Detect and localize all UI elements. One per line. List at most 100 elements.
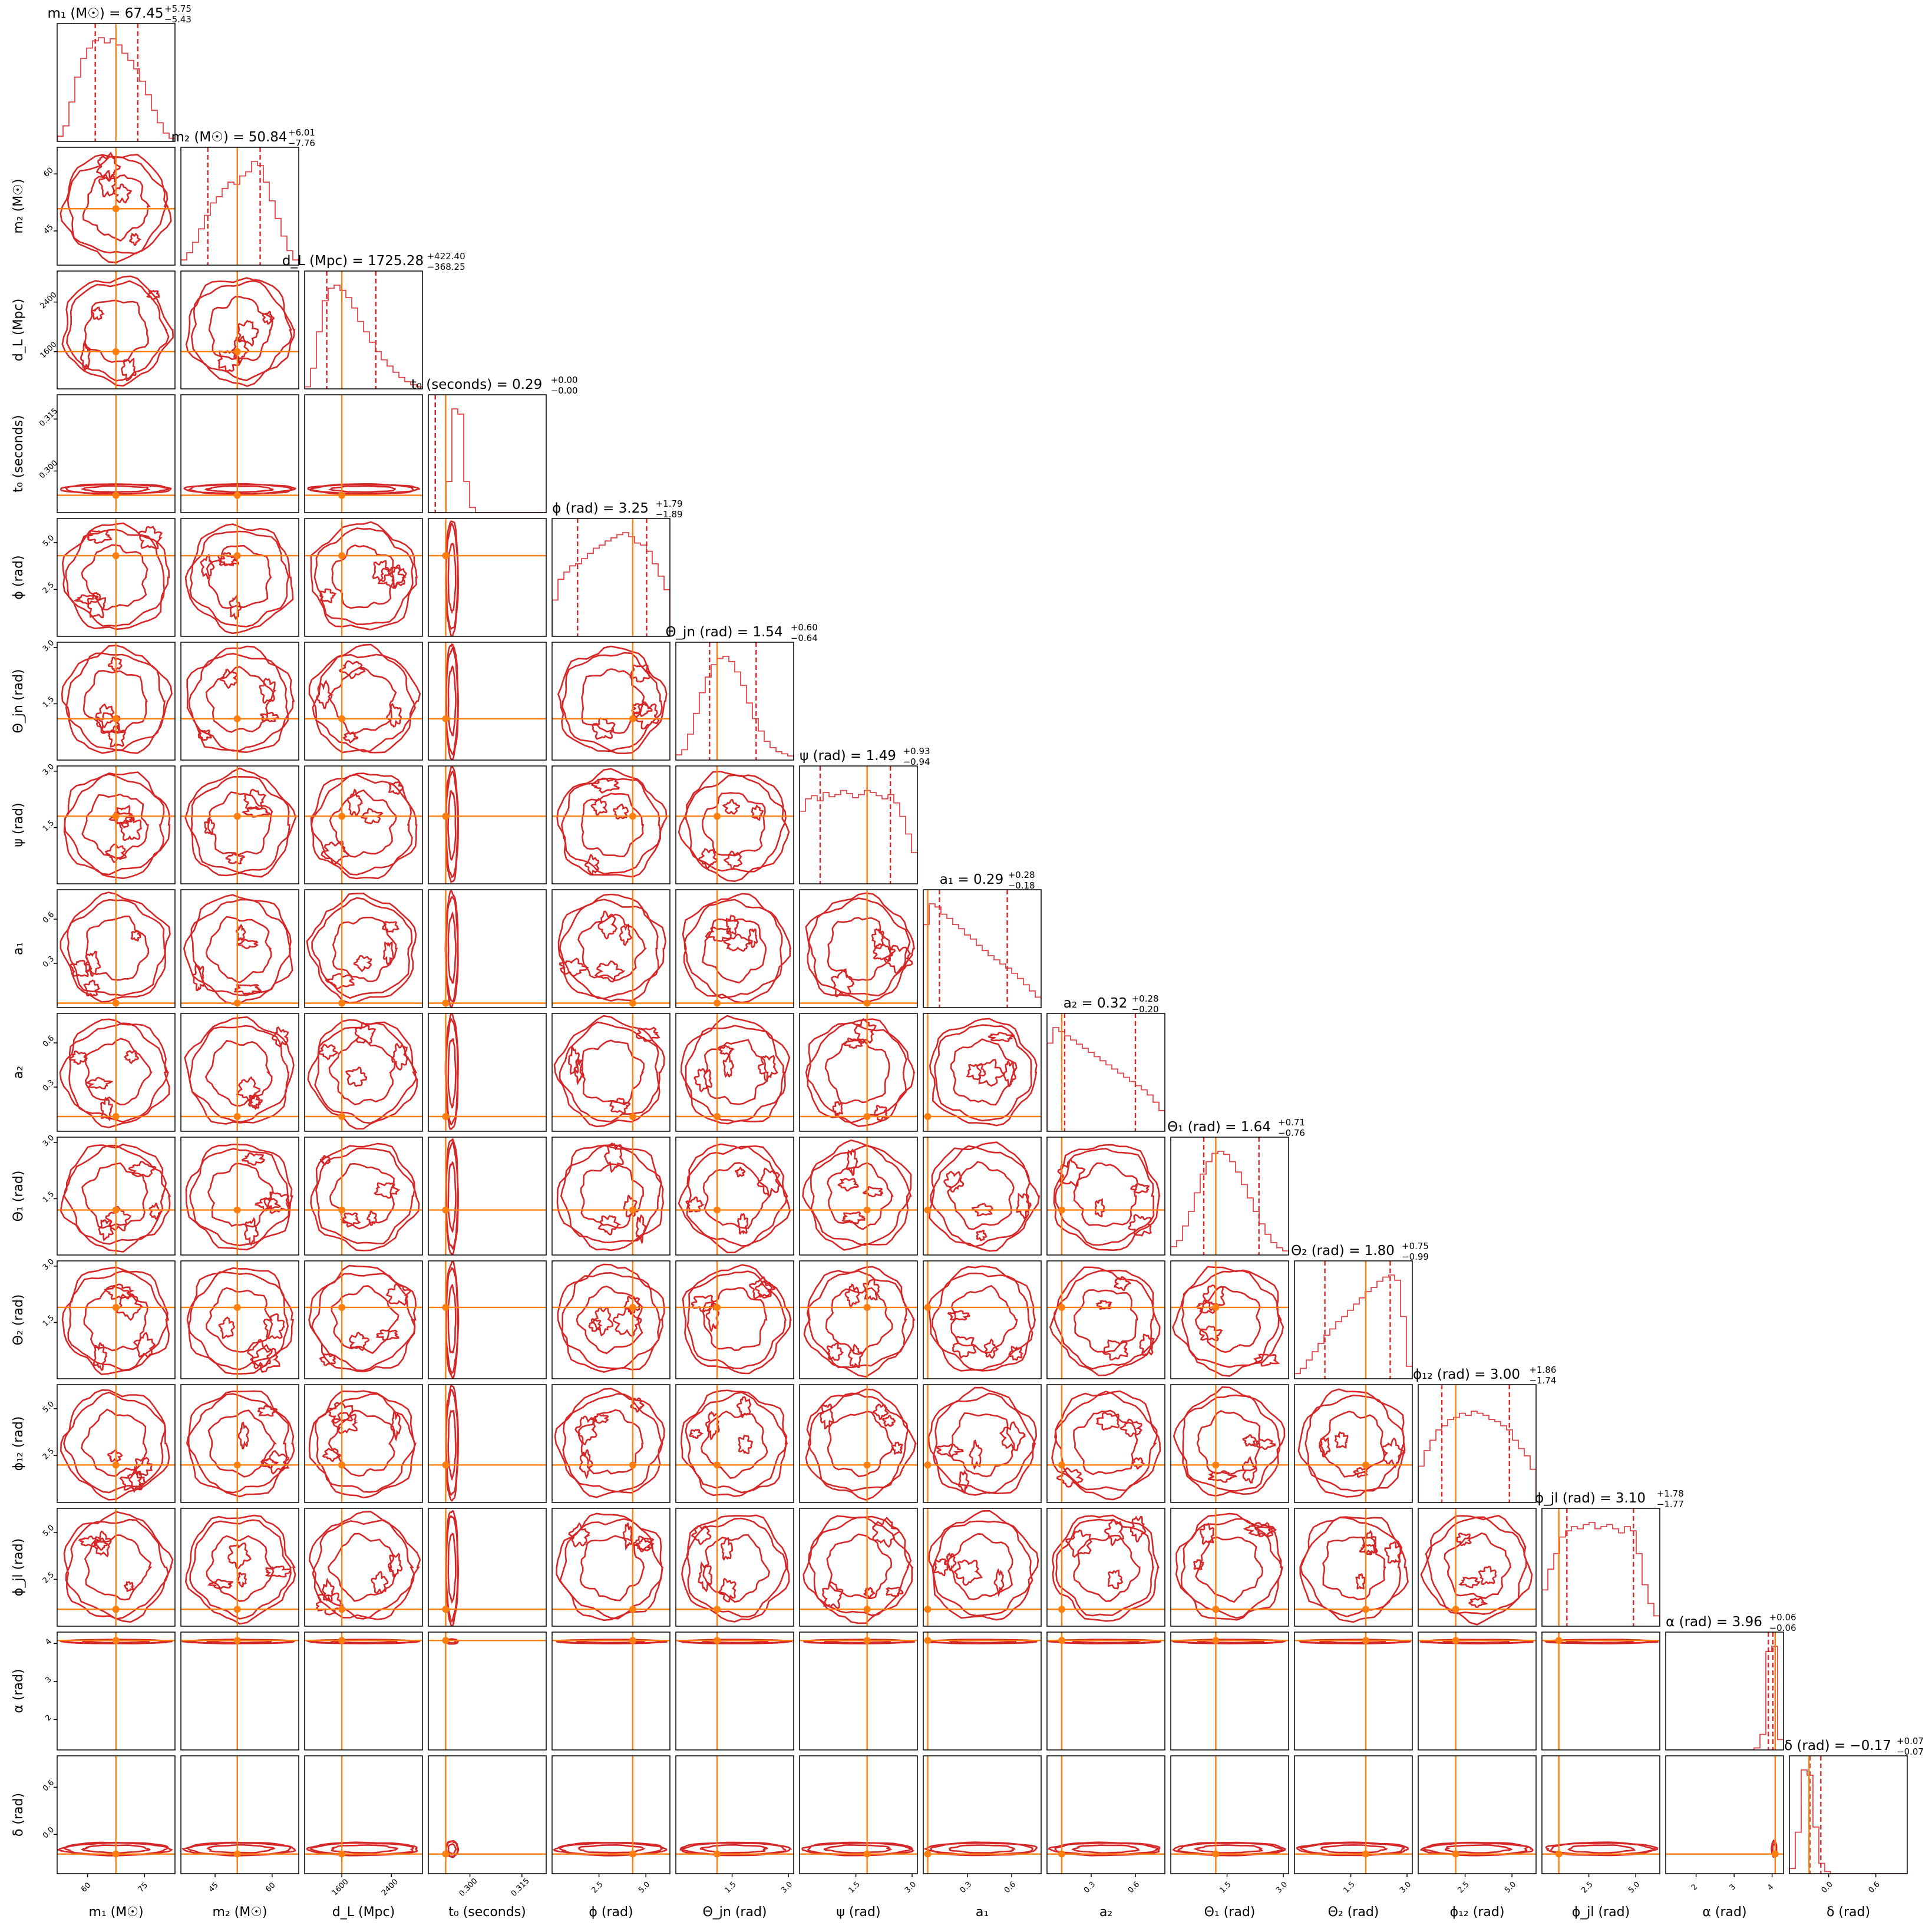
truth-point bbox=[714, 813, 721, 820]
panel-a1-m1 bbox=[57, 890, 175, 1008]
x-tick-label: 1.5 bbox=[723, 1880, 738, 1895]
contour-9-6 bbox=[846, 1148, 858, 1176]
contour-2-1 bbox=[190, 280, 293, 382]
panel-th2-th2 bbox=[1294, 1261, 1412, 1379]
title-phijl: ϕ_jl (rad) = 3.10 +1.78−1.77 bbox=[1535, 1488, 1684, 1510]
contour-6-3 bbox=[447, 790, 457, 861]
panel-frame bbox=[799, 1013, 918, 1132]
contour-6-4 bbox=[612, 803, 629, 820]
title-plus: +0.06 bbox=[1769, 1612, 1796, 1623]
panel-frame bbox=[551, 1260, 671, 1379]
panel-frame bbox=[923, 1013, 1042, 1132]
y-tick-label: 1600 bbox=[39, 340, 59, 360]
contour-10-6 bbox=[826, 1342, 844, 1361]
contour-12-2 bbox=[388, 1553, 403, 1578]
contour-9-4 bbox=[597, 1214, 622, 1236]
contour-10-5 bbox=[702, 1287, 768, 1352]
panel-t0-m1 bbox=[57, 395, 175, 513]
contour-12-1 bbox=[189, 1519, 292, 1620]
contour-9-5 bbox=[678, 1143, 791, 1254]
contour-11-4 bbox=[562, 1393, 663, 1493]
contour-4-0 bbox=[87, 530, 113, 544]
contour-11-4 bbox=[577, 1409, 644, 1475]
truth-point bbox=[112, 813, 120, 820]
panel-frame bbox=[675, 1508, 794, 1627]
contour-6-2 bbox=[388, 781, 404, 795]
panel-frame bbox=[1170, 1632, 1289, 1751]
contour-11-5 bbox=[689, 1429, 704, 1439]
truth-point bbox=[338, 1113, 346, 1120]
contour-8-1 bbox=[189, 1025, 290, 1123]
y-axis-label-a2: a₂ bbox=[11, 1066, 26, 1079]
x-tick-label: 60 bbox=[80, 1881, 93, 1894]
contour-8-1 bbox=[184, 1016, 295, 1125]
panel-a1-t0 bbox=[428, 890, 546, 1008]
panel-frame bbox=[1541, 1632, 1660, 1751]
contour-5-0 bbox=[65, 652, 166, 751]
panel-phijl-th2 bbox=[1294, 1508, 1412, 1626]
panel-delta-th2 bbox=[1294, 1756, 1412, 1874]
panel-frame bbox=[923, 1137, 1042, 1256]
title-main: ϕ_jl (rad) = 3.10 bbox=[1535, 1491, 1646, 1506]
contour-11-8 bbox=[1073, 1409, 1138, 1475]
panel-phi12-th2 bbox=[1294, 1385, 1412, 1502]
title-plus: +1.79 bbox=[656, 498, 683, 509]
panel-frame bbox=[57, 394, 176, 513]
contour-12-6 bbox=[826, 1533, 893, 1600]
contour-5-0 bbox=[107, 656, 123, 672]
panel-th1-a2 bbox=[1047, 1137, 1165, 1255]
x-tick-label: 0.3 bbox=[1082, 1880, 1097, 1895]
panel-a2-m1 bbox=[57, 1013, 175, 1131]
contour-7-2 bbox=[381, 921, 400, 933]
contour-6-4 bbox=[560, 777, 662, 875]
contour-11-7 bbox=[927, 1386, 1038, 1496]
contour-4-0 bbox=[65, 529, 166, 627]
contour-12-8 bbox=[1051, 1514, 1160, 1622]
panel-delta-m2 bbox=[181, 1756, 299, 1874]
y-tick-label: 3.0 bbox=[41, 762, 56, 777]
contour-9-2 bbox=[329, 1162, 395, 1230]
contour-9-4 bbox=[603, 1142, 624, 1173]
contour-10-4 bbox=[612, 1307, 642, 1337]
contour-10-2 bbox=[319, 1353, 336, 1366]
panel-psi-dL bbox=[305, 766, 422, 884]
truth-point bbox=[442, 1850, 450, 1858]
contour-7-2 bbox=[325, 973, 355, 990]
contour-7-3 bbox=[447, 911, 457, 984]
title-minus: −0.94 bbox=[903, 757, 930, 767]
y-axis-label-phi12: ϕ₁₂ (rad) bbox=[11, 1416, 26, 1471]
x-tick-label: 3 bbox=[1728, 1883, 1737, 1892]
truth-point bbox=[338, 552, 346, 560]
contour-10-7 bbox=[927, 1265, 1036, 1372]
y-axis-label-th1: Θ₁ (rad) bbox=[11, 1171, 26, 1222]
panel-a2-thjn bbox=[676, 1013, 794, 1131]
contour-7-4 bbox=[559, 899, 659, 1000]
x-tick-label: 1.5 bbox=[1218, 1880, 1233, 1895]
contour-8-0 bbox=[68, 1022, 170, 1123]
contour-4-2 bbox=[372, 560, 391, 583]
truth-point bbox=[863, 1850, 871, 1858]
contour-8-5 bbox=[703, 1039, 769, 1105]
panel-frame bbox=[551, 642, 671, 761]
contour-8-0 bbox=[84, 1038, 153, 1106]
truth-point bbox=[112, 1303, 120, 1311]
panel-frame bbox=[304, 765, 423, 884]
panel-phijl-m1 bbox=[57, 1508, 175, 1626]
x-axis-label-phi12: ϕ₁₂ (rad) bbox=[1450, 1905, 1505, 1920]
truth-point bbox=[338, 1850, 346, 1858]
x-axis-label-m1: m₁ (M☉) bbox=[88, 1905, 143, 1920]
contour-12-9 bbox=[1180, 1518, 1283, 1619]
y-tick-label: 2 bbox=[44, 1713, 53, 1723]
contour-5-2 bbox=[315, 679, 334, 709]
histogram-th1 bbox=[1171, 1151, 1289, 1255]
x-tick-label: 0.300 bbox=[458, 1877, 480, 1898]
contour-12-0 bbox=[78, 1535, 102, 1547]
contour-8-4 bbox=[567, 1045, 580, 1075]
contour-12-9 bbox=[1195, 1536, 1264, 1603]
contour-2-0 bbox=[66, 280, 170, 382]
truth-point bbox=[1452, 1850, 1459, 1858]
panel-frame bbox=[1294, 1632, 1413, 1751]
y-tick-label: 45 bbox=[42, 223, 55, 236]
contour-2-1 bbox=[208, 296, 273, 362]
